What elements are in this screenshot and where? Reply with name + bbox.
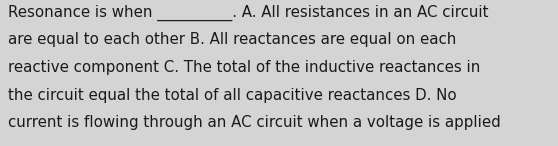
Text: Resonance is when __________. A. All resistances in an AC circuit: Resonance is when __________. A. All res…: [8, 4, 489, 21]
Text: current is flowing through an AC circuit when a voltage is applied: current is flowing through an AC circuit…: [8, 115, 501, 130]
Text: the circuit equal the total of all capacitive reactances D. No: the circuit equal the total of all capac…: [8, 88, 457, 103]
Text: are equal to each other B. All reactances are equal on each: are equal to each other B. All reactance…: [8, 32, 457, 47]
Text: reactive component C. The total of the inductive reactances in: reactive component C. The total of the i…: [8, 60, 481, 75]
